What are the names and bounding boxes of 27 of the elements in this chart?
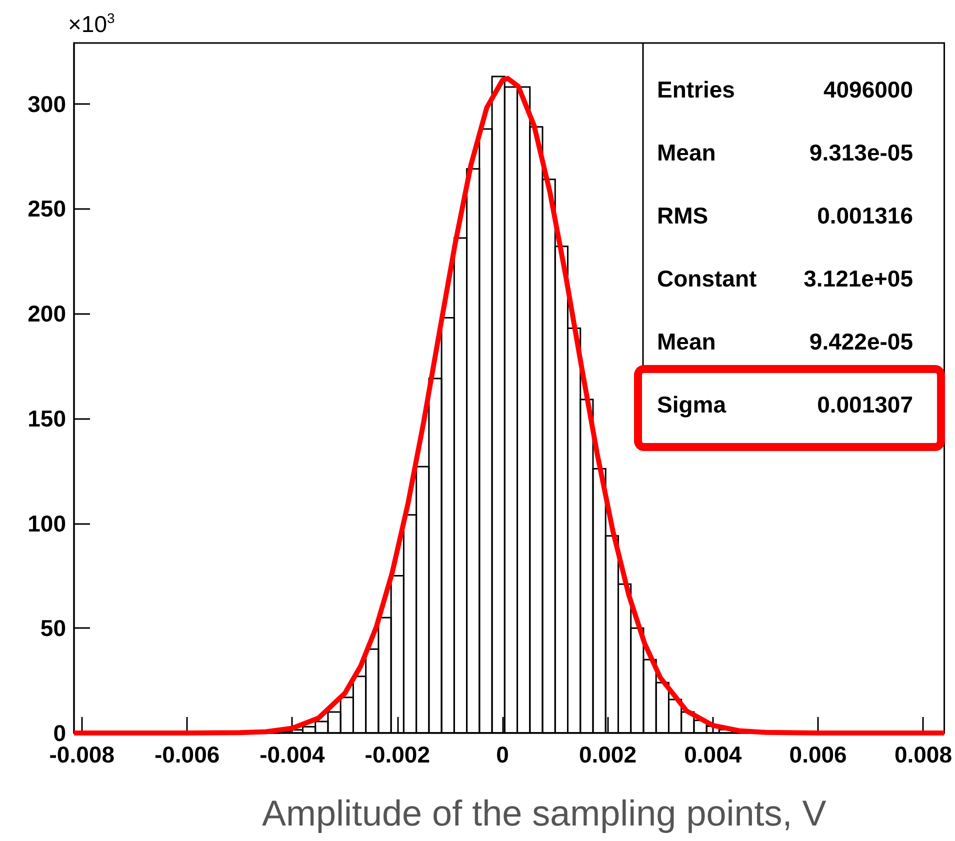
x-tick-label: 0.006	[789, 742, 847, 768]
annotation: RMS	[657, 202, 708, 228]
y-tick-label: 300	[28, 90, 66, 117]
annotation: 9.422e-05	[809, 328, 914, 354]
x-tick-label: -0.002	[364, 742, 430, 768]
y-tick-label: 100	[28, 510, 66, 536]
annotation: 3.121e+05	[804, 266, 914, 292]
x-tick-label: -0.004	[260, 742, 326, 768]
annotation: Mean	[657, 140, 716, 166]
annotation: Constant	[657, 266, 757, 292]
annotation: 4096000	[823, 76, 913, 102]
x-tick-label: 0.002	[578, 742, 637, 768]
x-tick-label: 0.008	[894, 742, 952, 768]
annotation: Mean	[657, 328, 716, 354]
annotation: 9.313e-05	[809, 140, 914, 166]
y-tick-label: 200	[28, 300, 66, 327]
x-tick-label: -0.006	[154, 742, 220, 768]
x-tick-label: 0	[496, 742, 509, 768]
x-axis-title: Amplitude of the sampling points, V	[262, 792, 826, 834]
y-tick-label: 250	[28, 196, 66, 222]
annotation: 0.001307	[817, 392, 913, 418]
x-tick-label: 0.004	[684, 742, 742, 768]
y-tick-label: 50	[40, 615, 66, 642]
annotation: 0.001316	[817, 202, 913, 228]
annotation: Entries	[657, 76, 735, 102]
annotation: Sigma	[657, 392, 726, 418]
y-tick-label: 150	[28, 405, 66, 432]
